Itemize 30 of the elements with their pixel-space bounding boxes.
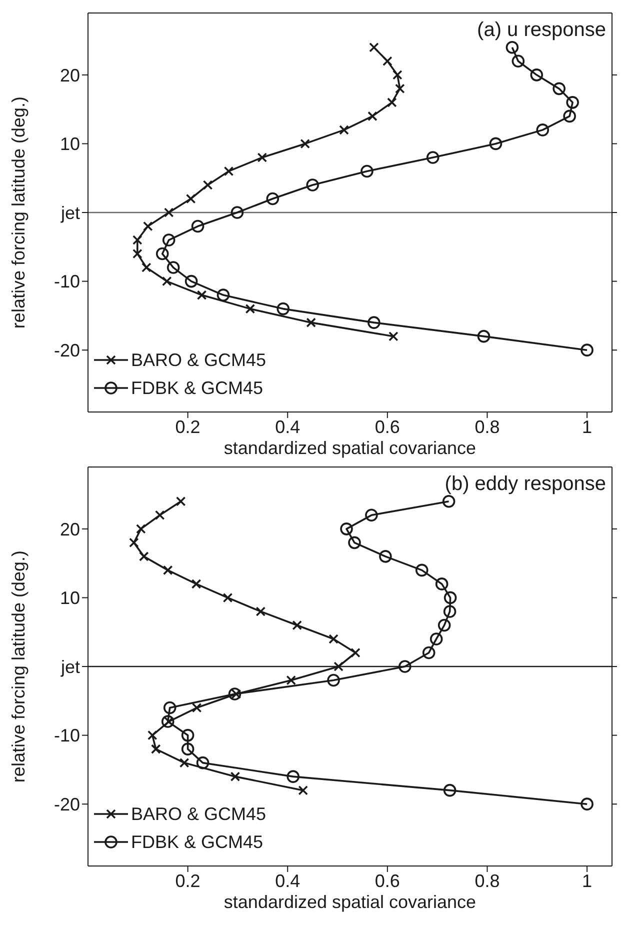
y-tick-label: 10: [60, 588, 80, 608]
y-tick-label: 20: [60, 65, 80, 86]
x-tick-label: 0.2: [175, 416, 200, 437]
y-tick-label: -10: [54, 726, 80, 746]
legend-label: BARO & GCM45: [131, 804, 266, 824]
x-tick-label: 1: [582, 416, 592, 437]
y-tick-label: 10: [60, 134, 80, 154]
x-tick-label: 0.8: [474, 870, 500, 891]
y-tick-label: jet: [60, 202, 80, 223]
x-axis-title: standardized spatial covariance: [224, 438, 476, 458]
y-tick-label: -20: [54, 340, 80, 360]
legend-label: BARO & GCM45: [131, 350, 266, 370]
y-axis-title: relative forcing latitude (deg.): [8, 96, 28, 329]
x-tick-label: 0.4: [275, 416, 300, 437]
y-tick-label: -20: [54, 794, 80, 814]
legend-label: FDBK & GCM45: [131, 832, 264, 852]
x-tick-label: 0.6: [374, 416, 400, 437]
y-tick-label: -10: [54, 272, 80, 292]
y-axis-title: relative forcing latitude (deg.): [8, 550, 28, 783]
y-tick-label: 20: [60, 519, 80, 540]
x-axis-title: standardized spatial covariance: [224, 892, 476, 912]
chart-title: (b) eddy response: [444, 473, 606, 496]
chart-title: (a) u response: [477, 19, 606, 42]
x-tick-label: 0.2: [175, 870, 200, 891]
y-tick-label: jet: [60, 656, 80, 677]
x-tick-label: 0.4: [275, 870, 300, 891]
x-tick-label: 0.6: [374, 870, 400, 891]
x-tick-label: 0.8: [474, 416, 500, 437]
x-tick-label: 1: [582, 870, 592, 891]
legend-label: FDBK & GCM45: [131, 378, 264, 398]
